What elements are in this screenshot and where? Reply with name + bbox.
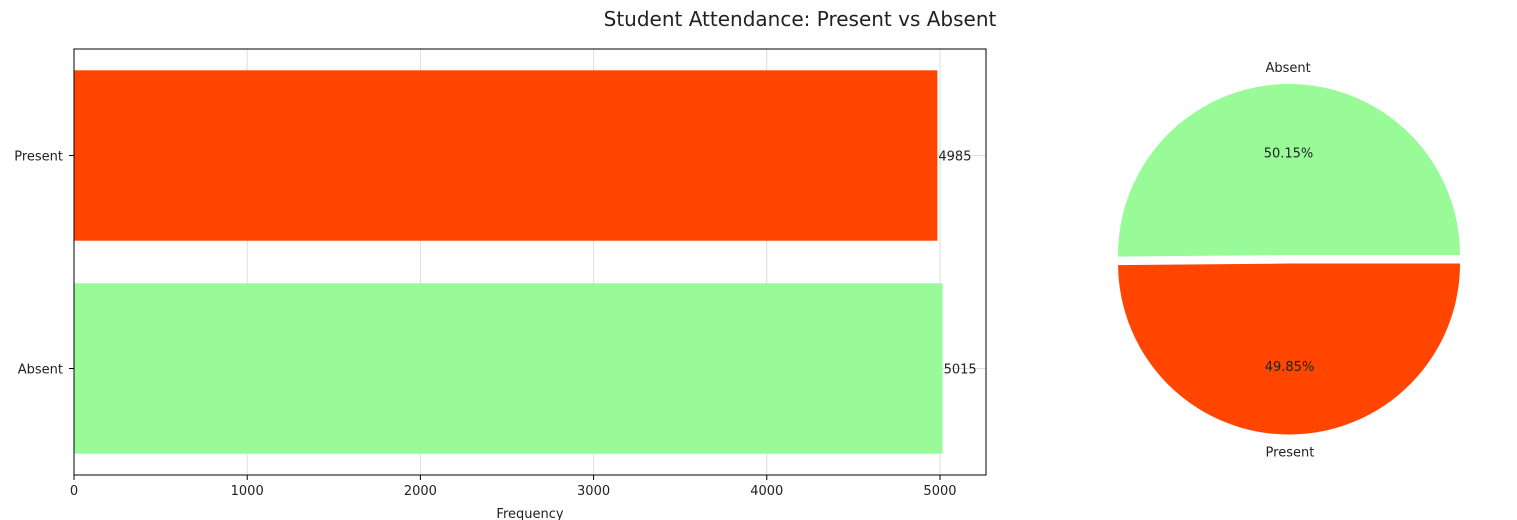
pie-chart-panel: Absent 50.15% Present 49.85% [1118, 61, 1461, 461]
bar-chart-panel: 0 1000 2000 3000 4000 5000 Absent Present 5015… [14, 48, 987, 520]
bar-present [74, 70, 938, 241]
pie-percent-absent: 50.15% [1264, 146, 1314, 161]
x-tick-label: 0 [70, 484, 78, 499]
pie-label-absent: Absent [1265, 61, 1310, 76]
chart-title: Student Attendance: Present vs Absent [604, 7, 997, 31]
pie-slice-absent [1118, 84, 1460, 257]
bar-y-ticks: Absent Present [14, 150, 74, 378]
x-tick-label: 1000 [231, 484, 264, 499]
pie-label-present: Present [1266, 446, 1315, 461]
pie-slice-present [1118, 263, 1461, 435]
pie-slices [1118, 84, 1461, 435]
y-tick-label-absent: Absent [18, 363, 63, 378]
bar-x-ticks: 0 1000 2000 3000 4000 5000 [70, 475, 957, 499]
bar-value-label-present: 4985 [938, 150, 971, 165]
x-tick-label: 2000 [404, 484, 437, 499]
pie-percent-present: 49.85% [1265, 360, 1315, 375]
bar-data-labels: 5015 4985 [938, 150, 976, 378]
y-tick-label-present: Present [14, 150, 63, 165]
x-tick-label: 5000 [923, 484, 956, 499]
bar-x-axis-label: Frequency [496, 507, 563, 520]
x-tick-label: 3000 [577, 484, 610, 499]
x-tick-label: 4000 [750, 484, 783, 499]
pie-labels: Absent 50.15% Present 49.85% [1264, 61, 1315, 461]
bar-marks [74, 70, 943, 454]
bar-plot-frame [73, 48, 987, 476]
bar-value-label-absent: 5015 [944, 363, 977, 378]
bar-absent [74, 283, 943, 454]
